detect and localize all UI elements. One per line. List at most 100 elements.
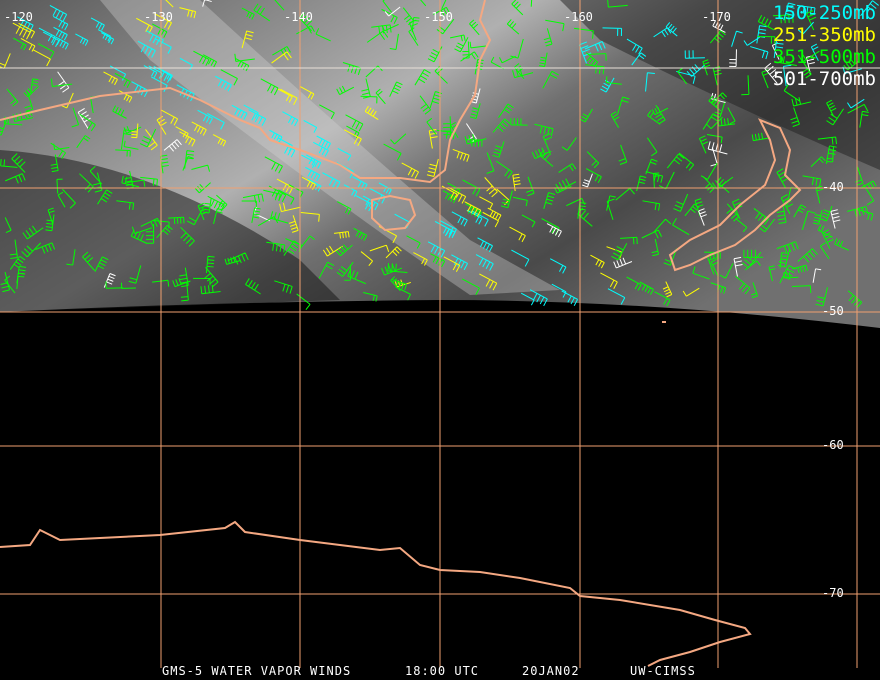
wind-barb-stroke — [343, 129, 362, 147]
wind-barb — [375, 88, 386, 105]
wind-barb-stroke — [790, 107, 800, 127]
wind-barb — [115, 149, 131, 157]
wind-barb — [645, 171, 664, 183]
wind-barb — [342, 61, 361, 76]
wind-barb — [801, 60, 812, 79]
wind-barb — [32, 49, 51, 67]
wind-barb — [193, 50, 210, 67]
wind-barb-stroke — [212, 134, 227, 147]
wind-barb — [530, 0, 533, 7]
wind-barb — [336, 85, 355, 96]
wind-barb — [469, 41, 487, 49]
wind-barb — [215, 75, 232, 92]
wind-barb-stroke — [479, 273, 498, 291]
wind-barb — [269, 129, 283, 143]
wind-barb — [710, 258, 719, 277]
wind-barb — [12, 22, 31, 40]
wind-barb — [180, 226, 195, 247]
wind-barb-stroke — [426, 158, 439, 177]
wind-barb — [296, 25, 315, 35]
wind-barb — [776, 241, 799, 254]
wind-barb-stroke — [611, 243, 628, 261]
wind-barb-stroke — [301, 176, 316, 190]
wind-barb — [482, 211, 499, 228]
wind-barb — [344, 264, 351, 281]
wind-barb-stroke — [271, 51, 292, 64]
wind-barb — [315, 28, 331, 42]
wind-barb — [179, 7, 197, 19]
wind-barb — [24, 91, 34, 112]
wind-barb-stroke — [322, 245, 343, 257]
wind-barb-stroke — [143, 65, 158, 78]
wind-barb-stroke — [772, 14, 794, 24]
wind-barb — [859, 180, 877, 190]
wind-barb-stroke — [791, 285, 812, 294]
wind-barb — [139, 128, 157, 148]
wind-barb-stroke — [263, 189, 281, 202]
caption-time: 18:00 UTC — [405, 664, 480, 678]
wind-barb — [590, 254, 605, 269]
wind-barb-stroke — [792, 264, 808, 274]
wind-barb — [672, 217, 690, 236]
wind-barb-stroke — [394, 279, 411, 288]
wind-barb-stroke — [460, 51, 479, 62]
wind-barb — [381, 263, 403, 276]
wind-barb — [401, 162, 419, 179]
wind-barb — [653, 218, 672, 233]
longitude-label: -120 — [4, 10, 33, 24]
wind-barb — [82, 251, 95, 271]
wind-barb — [257, 216, 279, 227]
wind-barb-stroke — [694, 198, 704, 217]
wind-barb-stroke — [759, 218, 776, 233]
wind-barb-stroke — [753, 208, 769, 226]
wind-barb — [512, 68, 534, 79]
wind-barb — [741, 251, 762, 269]
wind-barb — [729, 49, 737, 68]
wind-barb — [750, 46, 769, 60]
wind-barb-stroke — [512, 68, 534, 79]
wind-barb-stroke — [180, 226, 195, 247]
wind-barb-stroke — [279, 202, 301, 213]
wind-barb — [451, 211, 468, 227]
wind-barb-stroke — [584, 41, 606, 52]
wind-barb — [390, 133, 407, 145]
wind-barb — [792, 264, 808, 274]
wind-barb-stroke — [32, 49, 51, 67]
wind-barb-stroke — [768, 265, 776, 282]
wind-barb-stroke — [741, 75, 750, 96]
wind-barb-stroke — [159, 68, 173, 81]
wind-barb-stroke — [92, 172, 103, 193]
wind-barb-stroke — [654, 291, 671, 307]
wind-barb-stroke — [826, 146, 835, 163]
wind-barb — [512, 196, 528, 207]
wind-barb-stroke — [447, 182, 461, 196]
wind-barb — [791, 97, 812, 107]
wind-barb — [442, 190, 457, 204]
wind-barb-stroke — [429, 91, 443, 109]
wind-barb — [477, 237, 493, 252]
wind-barb — [796, 4, 816, 16]
wind-barb-stroke — [203, 54, 218, 68]
wind-barb — [303, 120, 318, 133]
wind-barb-stroke — [140, 217, 162, 229]
wind-barb-stroke — [53, 143, 70, 151]
wind-barb-stroke — [109, 65, 127, 81]
wind-barb-stroke — [442, 190, 457, 204]
wind-barb-stroke — [482, 211, 499, 228]
wind-barb-stroke — [363, 292, 378, 302]
wind-barb — [17, 16, 34, 32]
wind-barb — [757, 15, 775, 31]
wind-barb-stroke — [600, 77, 615, 93]
wind-barb — [299, 86, 315, 100]
wind-barb — [264, 156, 283, 174]
wind-barb — [543, 192, 556, 210]
wind-barb — [561, 290, 578, 306]
wind-barb — [12, 112, 34, 122]
wind-barb-stroke — [105, 281, 124, 289]
wind-barb — [743, 249, 764, 258]
wind-barb — [121, 175, 140, 188]
wind-barb — [759, 218, 776, 233]
wind-barb-stroke — [492, 141, 505, 158]
wind-barb-stroke — [495, 160, 513, 179]
wind-barb-stroke — [94, 256, 109, 272]
